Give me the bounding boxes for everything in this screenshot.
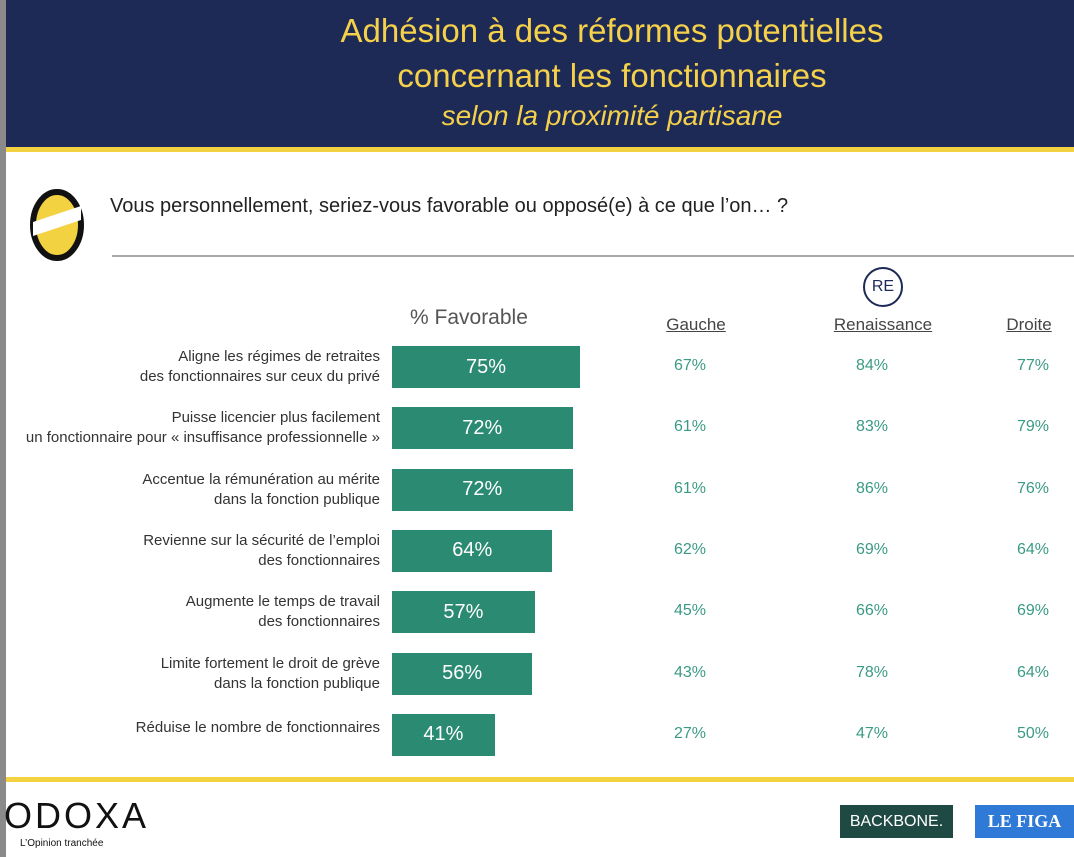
column-value: 47% [855,724,889,742]
partner-logo: BACKBONE. [840,805,953,838]
header-band [0,0,1074,147]
column-value: 43% [673,663,707,681]
subtitle: selon la proximité partisane [441,100,783,131]
column-value: 76% [1016,479,1050,497]
category-label: Accentue la rémunération au mérite dans … [142,470,380,508]
column-value: 86% [855,479,889,497]
column-value: 50% [1016,724,1050,742]
partner-logo: LE FIGA [975,805,1074,838]
column-header: Renaissance [833,315,933,334]
column-value: 69% [855,540,889,558]
footer-rule [6,777,1074,782]
brand: ODOXA [4,795,150,836]
bar: 64% [392,529,553,572]
bar: 75% [392,346,581,388]
column-value: 79% [1016,418,1050,436]
column-value: 83% [855,418,889,436]
category-label: Puisse licencier plus facilement un fonc… [25,409,380,447]
bar: 72% [392,468,573,511]
column-value: 45% [673,602,707,620]
column-value: 69% [1016,602,1050,620]
column-value: 27% [673,724,707,742]
question: Vous personnellement, seriez-vous favora… [110,195,789,217]
column-value: 61% [673,479,707,497]
bar: 57% [392,591,535,634]
column-value: 78% [855,663,889,681]
separator [112,255,1074,257]
title: Adhésion à des réformes potentielles con… [340,12,884,94]
category-label: Augmente le temps de travail des fonctio… [185,593,380,631]
question-icon [30,189,84,261]
column-value: 62% [673,540,707,558]
column-value: 61% [673,418,707,436]
party-logo: RE [863,267,903,307]
bar: 41% [392,713,495,756]
category-label: Réduise le nombre de fonctionnaires [135,718,380,736]
bar: 72% [392,407,573,450]
column-value: 66% [855,602,889,620]
column-value: 64% [1016,540,1050,558]
column-header: Droite [1006,315,1052,334]
column-header: Gauche [666,315,726,334]
header-rule [6,147,1074,152]
tagline: L’Opinion tranchée [20,838,104,849]
category-label: Limite fortement le droit de grève dans … [160,654,380,692]
category-label: Aligne les régimes de retraites des fonc… [139,348,380,385]
category-label: Revienne sur la sécurité de l’emploi des… [143,531,380,569]
column-value: 67% [673,357,707,374]
left-edge [0,0,6,857]
column-value: 64% [1016,663,1050,681]
bar: 56% [392,652,533,695]
column-value: 77% [1016,357,1050,374]
bar-header: % Favorable [410,306,528,329]
column-value: 84% [855,357,889,374]
